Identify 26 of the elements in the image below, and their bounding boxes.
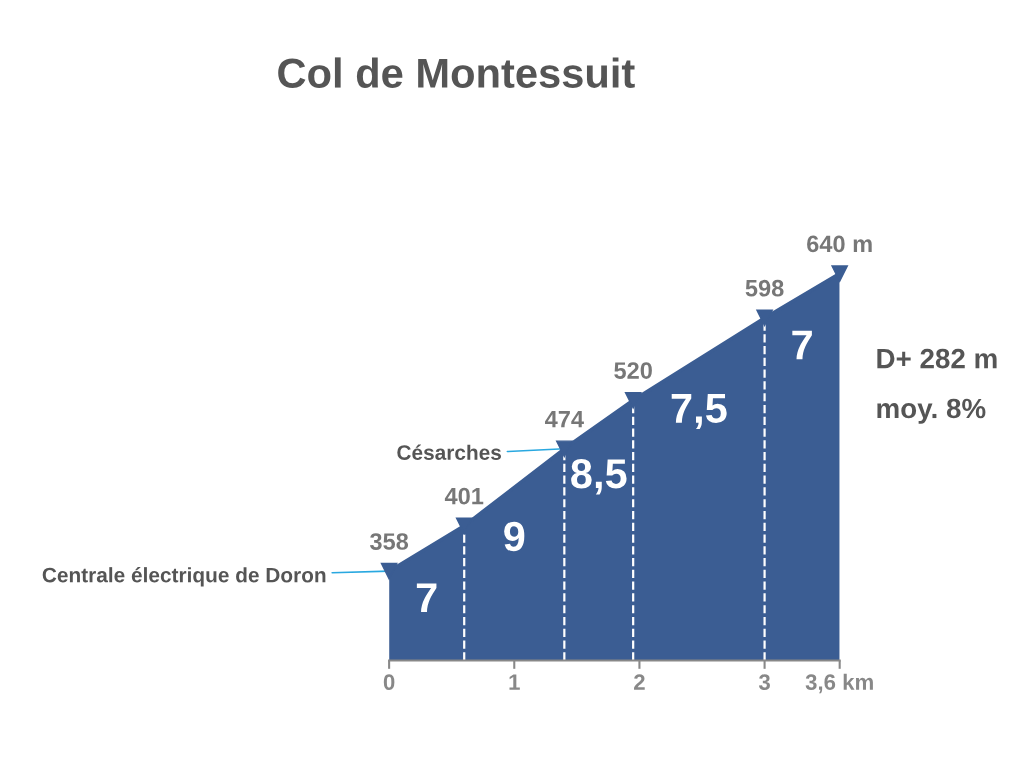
point bbox=[556, 440, 573, 458]
point bbox=[455, 517, 473, 535]
x-tick-label: 2 bbox=[634, 674, 645, 690]
annotation: 7 bbox=[416, 583, 437, 613]
text: moy. 8% bbox=[877, 398, 986, 424]
data-label: 640 m bbox=[807, 235, 872, 253]
x-tick-label: 0 bbox=[383, 674, 395, 690]
annotation: 8,5 bbox=[571, 458, 627, 495]
annotation: 7,5 bbox=[671, 393, 727, 430]
point bbox=[756, 309, 773, 327]
data-label: 520 bbox=[614, 362, 652, 379]
x-tick-label: 3,6 km bbox=[805, 673, 873, 694]
chart-title: Col de Montessuit bbox=[278, 57, 635, 88]
x-tick-label: 3 bbox=[758, 674, 770, 691]
data-label: 598 bbox=[745, 279, 784, 297]
point bbox=[624, 391, 642, 409]
point bbox=[380, 562, 398, 580]
data-label: 474 bbox=[545, 410, 584, 428]
data-label: 401 bbox=[444, 487, 484, 505]
x-tick-label: 1 bbox=[509, 674, 520, 690]
annotation: Centrale électrique de Doron bbox=[42, 566, 326, 587]
annotation: 9 bbox=[504, 521, 525, 552]
text: D+ 282 m bbox=[877, 348, 997, 369]
annotation: 7 bbox=[792, 330, 812, 360]
annotation: Césarches bbox=[397, 444, 501, 460]
data-label: 358 bbox=[369, 533, 409, 550]
